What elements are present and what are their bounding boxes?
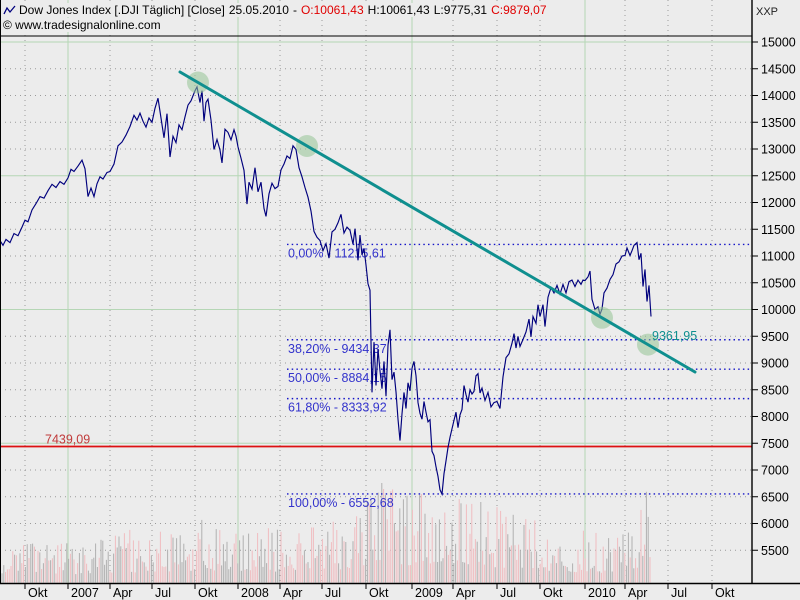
- x-tick-label: Apr: [456, 586, 475, 600]
- x-tick-label: 2010: [588, 586, 616, 600]
- title-date: 25.05.2010: [228, 3, 289, 17]
- fib-level-label: 50,00% - 8884,15: [288, 371, 387, 385]
- y-tick-label: 12000: [761, 196, 796, 210]
- y-tick-label: 7500: [761, 437, 789, 451]
- x-axis[interactable]: Okt 2007 Apr Jul Okt 2008 Apr Jul Okt 2009 Apr Jul O…: [24, 584, 735, 600]
- x-tick-label: Okt: [715, 586, 735, 600]
- x-tick-label: Okt: [543, 586, 563, 600]
- x-tick-label: Jul: [325, 586, 341, 600]
- horizontal-support-line[interactable]: 7439,09: [0, 433, 752, 448]
- x-tick-label: Jul: [500, 586, 516, 600]
- chart-frame: [0, 0, 800, 585]
- x-tick-label: Jul: [155, 586, 171, 600]
- title-open: O:10061,43: [300, 3, 364, 17]
- fib-level-label: 0,00% - 11215,61: [288, 246, 386, 260]
- y-tick-label: 14500: [761, 62, 796, 76]
- y-tick-label: 13500: [761, 116, 796, 130]
- x-tick-label: Jul: [671, 586, 687, 600]
- chart-title: Dow Jones Index [.DJI Täglich] [Close] 25…: [3, 3, 555, 17]
- price-line: [0, 85, 652, 497]
- title-high: H:10061,43: [367, 3, 430, 17]
- volume-bars: [1, 483, 651, 583]
- copyright-label: © www.tradesignalonline.com: [3, 18, 167, 32]
- x-tick-label: Apr: [283, 586, 302, 600]
- trendline-value-label: 9361,95: [652, 329, 697, 343]
- y-tick-label: 9500: [761, 330, 789, 344]
- chart-line-icon: [3, 5, 16, 15]
- y-tick-label: 7000: [761, 464, 789, 478]
- trendline[interactable]: 9361,95: [178, 70, 697, 374]
- x-tick-label: Apr: [113, 586, 132, 600]
- x-tick-label: Okt: [369, 586, 389, 600]
- y-tick-label: 14000: [761, 89, 796, 103]
- y-tick-label: 6000: [761, 517, 789, 531]
- y-tick-label: 13000: [761, 143, 796, 157]
- price-line-series: [0, 85, 652, 497]
- y-tick-label: 8000: [761, 410, 789, 424]
- downtrend-line[interactable]: [178, 70, 697, 374]
- y-axis[interactable]: 5500 6000 6500 7000 7500 8000 8500 9000 9500 1000…: [752, 36, 796, 558]
- fib-level-label: 38,20% - 9434,37: [288, 342, 387, 356]
- y-tick-label: 10500: [761, 276, 796, 290]
- y-tick-label: 10000: [761, 303, 796, 317]
- y-tick-label: 11000: [761, 250, 795, 264]
- y-tick-label: 12500: [761, 169, 796, 183]
- x-tick-label: 2008: [241, 586, 269, 600]
- title-instrument: Dow Jones Index [.DJI Täglich] [Close]: [19, 3, 225, 17]
- y-tick-label: 5500: [761, 544, 789, 558]
- y-tick-label: 6500: [761, 490, 789, 504]
- y-tick-label: 15000: [761, 36, 796, 50]
- x-tick-label: Apr: [628, 586, 647, 600]
- fibonacci-retracement[interactable]: 0,00% - 11215,61 38,20% - 9434,37 50,00% -…: [287, 243, 752, 510]
- support-line-label: 7439,09: [45, 433, 90, 447]
- x-tick-label: 2009: [415, 586, 443, 600]
- fib-level-label: 61,80% - 8333,92: [288, 401, 387, 415]
- y-tick-label: 8500: [761, 383, 789, 397]
- x-tick-label: Okt: [28, 586, 48, 600]
- axis-corner-label: XXP: [756, 6, 779, 18]
- y-tick-label: 11500: [761, 223, 795, 237]
- fib-level-label: 100,00% - 6552,68: [288, 496, 394, 510]
- title-low: L:9775,31: [433, 3, 488, 17]
- gridlines: [0, 0, 752, 583]
- x-tick-label: 2007: [71, 586, 99, 600]
- y-tick-label: 9000: [761, 357, 789, 371]
- title-close: C:9879,07: [491, 3, 547, 17]
- title-separator: -: [292, 3, 297, 17]
- x-tick-label: Okt: [198, 586, 218, 600]
